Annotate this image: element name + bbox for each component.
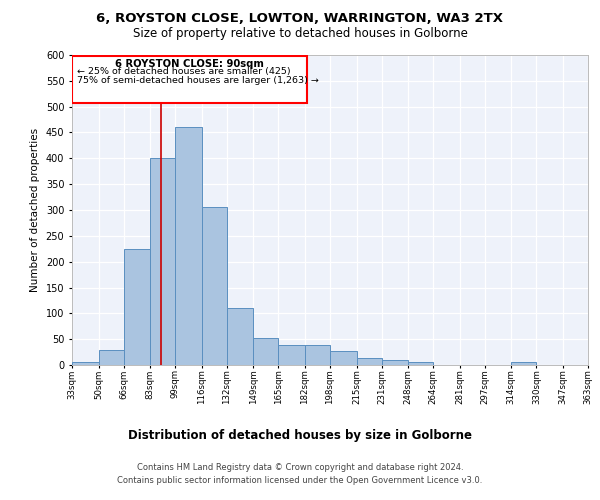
Text: Distribution of detached houses by size in Golborne: Distribution of detached houses by size … bbox=[128, 430, 472, 442]
Bar bbox=[382, 360, 408, 365]
Bar bbox=[202, 208, 227, 365]
Bar bbox=[253, 338, 278, 365]
Bar bbox=[511, 362, 536, 365]
FancyBboxPatch shape bbox=[72, 56, 307, 102]
Bar bbox=[227, 308, 253, 365]
Text: Size of property relative to detached houses in Golborne: Size of property relative to detached ho… bbox=[133, 28, 467, 40]
Text: 6 ROYSTON CLOSE: 90sqm: 6 ROYSTON CLOSE: 90sqm bbox=[115, 59, 264, 69]
Bar bbox=[278, 346, 305, 365]
Bar bbox=[408, 362, 433, 365]
Bar bbox=[588, 362, 600, 365]
Bar bbox=[175, 128, 202, 365]
Text: Contains HM Land Registry data © Crown copyright and database right 2024.: Contains HM Land Registry data © Crown c… bbox=[137, 464, 463, 472]
Bar bbox=[98, 350, 124, 365]
Text: 6, ROYSTON CLOSE, LOWTON, WARRINGTON, WA3 2TX: 6, ROYSTON CLOSE, LOWTON, WARRINGTON, WA… bbox=[97, 12, 503, 26]
Bar bbox=[72, 362, 98, 365]
Bar bbox=[330, 350, 356, 365]
Y-axis label: Number of detached properties: Number of detached properties bbox=[30, 128, 40, 292]
Text: Contains public sector information licensed under the Open Government Licence v3: Contains public sector information licen… bbox=[118, 476, 482, 485]
Bar bbox=[356, 358, 382, 365]
Text: ← 25% of detached houses are smaller (425): ← 25% of detached houses are smaller (42… bbox=[77, 68, 290, 76]
Bar bbox=[305, 346, 330, 365]
Bar bbox=[150, 158, 175, 365]
Bar bbox=[124, 248, 150, 365]
Text: 75% of semi-detached houses are larger (1,263) →: 75% of semi-detached houses are larger (… bbox=[77, 76, 319, 85]
